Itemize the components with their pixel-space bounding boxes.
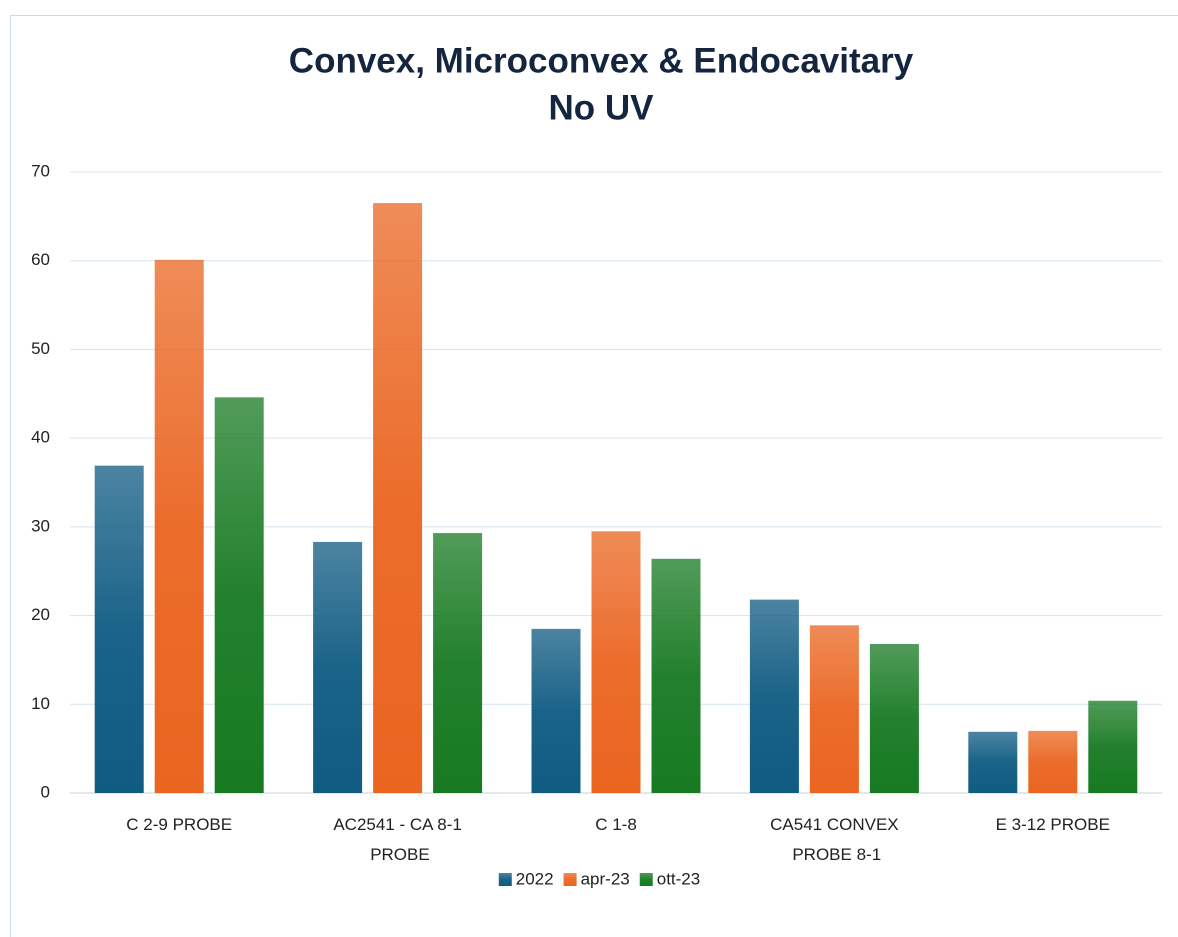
y-tick-label: 10 xyxy=(31,694,50,713)
y-tick-label: 60 xyxy=(31,250,50,269)
bar xyxy=(94,465,144,793)
bar xyxy=(591,531,641,793)
x-tick-label: AC2541 - CA 8-1 PROBE xyxy=(333,815,462,864)
bar xyxy=(809,625,859,793)
bar xyxy=(154,259,204,793)
y-tick-label: 70 xyxy=(31,161,50,180)
bar xyxy=(651,558,701,793)
bar xyxy=(313,541,363,793)
legend-swatch xyxy=(639,873,653,886)
y-tick-label: 30 xyxy=(31,516,50,535)
legend-label: ott-23 xyxy=(657,869,700,888)
x-tick-label: C 2-9 PROBE xyxy=(126,815,232,834)
bar xyxy=(433,533,483,793)
chart-title: Convex, Microconvex & Endocavitary xyxy=(289,41,914,80)
bar xyxy=(373,203,423,794)
y-tick-label: 20 xyxy=(31,605,50,624)
x-tick-label: CA541 CONVEX PROBE 8-1 xyxy=(770,815,899,864)
y-tick-label: 0 xyxy=(41,782,50,801)
y-tick-label: 50 xyxy=(31,339,50,358)
chart-title: No UV xyxy=(549,88,655,127)
bar xyxy=(531,628,581,793)
bar xyxy=(214,397,264,793)
legend-swatch xyxy=(498,873,512,886)
bar xyxy=(749,599,799,793)
bar xyxy=(968,731,1018,793)
x-tick-label: C 1-8 xyxy=(595,815,637,834)
bar xyxy=(1028,730,1078,793)
legend-label: 2022 xyxy=(516,869,554,888)
legend-label: apr-23 xyxy=(581,869,630,888)
chart-frame xyxy=(10,15,1178,937)
bar xyxy=(869,643,919,793)
legend-swatch xyxy=(563,873,577,886)
bar xyxy=(1088,700,1138,793)
y-tick-label: 40 xyxy=(31,428,50,447)
x-tick-label: E 3-12 PROBE xyxy=(996,815,1110,834)
